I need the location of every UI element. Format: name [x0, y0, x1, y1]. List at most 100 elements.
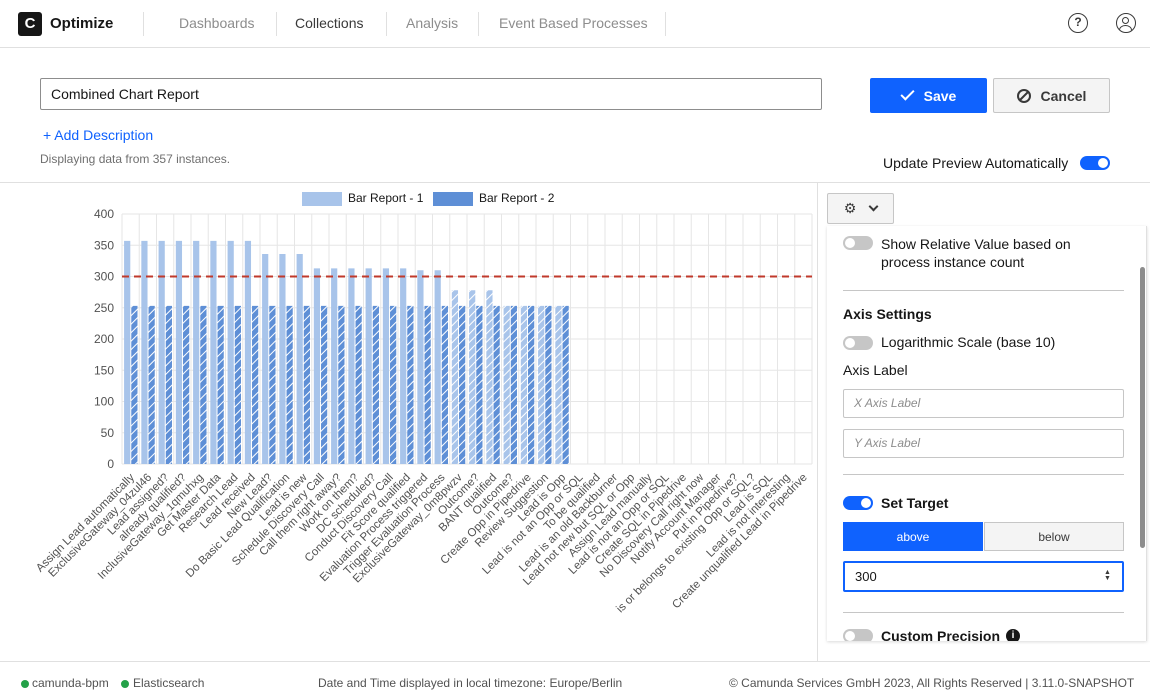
bar-1 [503, 305, 510, 464]
relative-value-toggle[interactable] [843, 236, 873, 250]
bar-2 [269, 305, 276, 464]
settings-divider [843, 474, 1124, 475]
bar-2 [528, 305, 535, 464]
bar-1 [262, 254, 269, 464]
nav-divider [386, 12, 387, 36]
number-stepper-icon[interactable]: ▲ ▼ [1104, 569, 1111, 582]
bar-1 [296, 254, 303, 464]
nav-collections[interactable]: Collections [295, 15, 364, 31]
target-value-input[interactable]: 300 ▲ ▼ [843, 561, 1124, 592]
nav-event-based-processes[interactable]: Event Based Processes [499, 15, 648, 31]
bar-2 [200, 305, 207, 464]
engine-status: camunda-bpm [32, 676, 109, 690]
add-description-link[interactable]: + Add Description [43, 127, 154, 143]
bar-2 [303, 305, 310, 464]
panel-divider [817, 183, 818, 661]
bar-2 [459, 305, 466, 464]
section-divider [0, 182, 1150, 183]
status-dot-icon [21, 680, 29, 688]
bar-1 [365, 268, 372, 464]
chevron-down-icon [868, 201, 879, 212]
y-tick-label: 400 [94, 207, 114, 221]
bar-1 [555, 305, 562, 464]
configuration-dropdown-button[interactable]: ⚙ [827, 193, 894, 224]
target-below-button[interactable]: below [984, 522, 1124, 551]
bar-2 [545, 305, 552, 464]
app-name[interactable]: Optimize [50, 15, 114, 32]
bar-1 [124, 240, 131, 464]
y-tick-label: 50 [101, 426, 115, 440]
bar-2 [131, 305, 138, 464]
gear-icon: ⚙ [843, 200, 857, 216]
bar-2 [562, 305, 569, 464]
bar-1 [520, 305, 528, 464]
bar-1 [227, 240, 234, 464]
bar-1 [158, 240, 165, 464]
settings-scrollbar[interactable] [1140, 267, 1145, 548]
cancel-button-label: Cancel [1040, 87, 1087, 104]
bar-1 [331, 268, 338, 464]
bar-2 [338, 305, 345, 464]
bar-1 [538, 305, 545, 464]
y-tick-label: 250 [94, 301, 114, 315]
bar-2 [407, 305, 414, 464]
bar-1 [469, 290, 476, 464]
camunda-logo[interactable]: C [18, 12, 42, 36]
nav-analysis[interactable]: Analysis [406, 15, 459, 31]
bar-1 [434, 270, 441, 464]
target-above-button[interactable]: above [843, 522, 983, 551]
nav-dashboards[interactable]: Dashboards [179, 15, 255, 31]
bar-1 [382, 268, 390, 464]
nav-divider [478, 12, 479, 36]
update-preview-toggle[interactable] [1080, 156, 1110, 170]
save-button[interactable]: Save [870, 78, 987, 113]
update-preview-label: Update Preview Automatically [883, 155, 1069, 171]
settings-divider [843, 612, 1124, 613]
bar-2 [372, 305, 379, 464]
bar-2 [217, 305, 224, 464]
cancel-button[interactable]: Cancel [993, 78, 1110, 113]
bar-1 [244, 240, 252, 464]
legend-label: Bar Report - 1 [348, 191, 424, 205]
target-value-text: 300 [855, 569, 877, 584]
bar-2 [286, 305, 293, 464]
bar-1 [417, 270, 424, 464]
y-tick-label: 150 [94, 363, 114, 377]
y-tick-label: 350 [94, 238, 114, 252]
save-button-label: Save [923, 87, 957, 104]
custom-precision-toggle[interactable] [843, 629, 873, 641]
report-name-input[interactable]: Combined Chart Report [40, 78, 822, 110]
bar-2 [476, 305, 483, 464]
bar-2 [510, 305, 517, 464]
nav-divider [665, 12, 666, 36]
bar-1 [313, 268, 321, 464]
bar-2 [165, 305, 172, 464]
copyright-text: © Camunda Services GmbH 2023, All Rights… [729, 676, 1135, 690]
log-scale-toggle[interactable] [843, 336, 873, 350]
bar-2 [441, 305, 448, 464]
x-axis-label-input[interactable]: X Axis Label [843, 389, 1124, 418]
instances-count-text: Displaying data from 357 instances. [40, 152, 231, 166]
nav-divider [276, 12, 277, 36]
y-axis-label-input[interactable]: Y Axis Label [843, 429, 1124, 458]
custom-precision-label: Custom Precision [881, 628, 1001, 641]
bar-1 [348, 268, 355, 464]
nav-divider [143, 12, 144, 36]
timezone-info: Date and Time displayed in local timezon… [318, 676, 623, 690]
set-target-toggle[interactable] [843, 496, 873, 510]
set-target-label: Set Target [881, 495, 949, 511]
bar-2 [424, 305, 431, 464]
y-tick-label: 200 [94, 332, 114, 346]
bar-2 [234, 305, 241, 464]
cancel-icon [1016, 88, 1031, 103]
legend-swatch [302, 192, 342, 206]
user-account-icon[interactable] [1116, 13, 1136, 33]
bar-2 [390, 305, 397, 464]
info-icon[interactable]: i [1006, 629, 1020, 641]
bar-2 [321, 305, 328, 464]
help-icon[interactable]: ? [1068, 13, 1088, 33]
user-body-shape [1119, 25, 1132, 32]
bar-1 [400, 268, 407, 464]
bar-2 [252, 305, 259, 464]
log-scale-label: Logarithmic Scale (base 10) [881, 334, 1056, 350]
